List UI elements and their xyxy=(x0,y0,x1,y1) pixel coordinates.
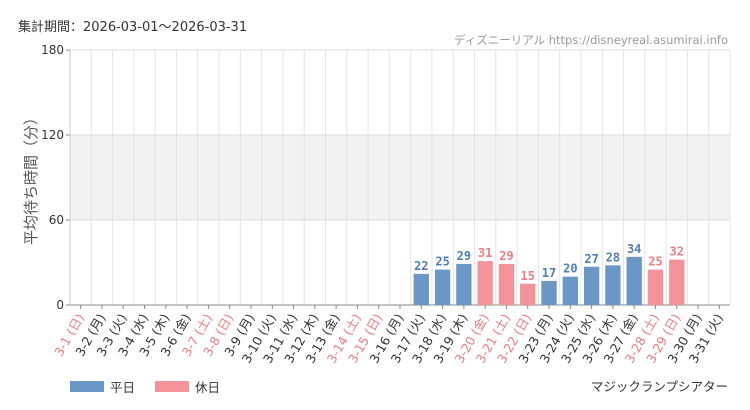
y-tick-label: 60 xyxy=(49,213,64,227)
bar-3-24 xyxy=(562,276,578,305)
bar-value-label: 29 xyxy=(457,249,471,263)
bar-3-23 xyxy=(541,280,557,305)
period-label: 集計期間：2026-03-01〜2026-03-31 xyxy=(18,20,248,35)
bar-value-label: 28 xyxy=(606,250,620,264)
bar-value-label: 22 xyxy=(414,259,428,273)
bar-3-22 xyxy=(520,283,536,305)
bar-value-label: 17 xyxy=(542,266,556,280)
bar-value-label: 34 xyxy=(627,242,641,256)
highlight-band xyxy=(70,135,730,220)
bar-3-25 xyxy=(583,266,600,305)
bar-3-27 xyxy=(626,256,642,305)
bar-value-label: 25 xyxy=(435,255,449,269)
legend-item-weekday[interactable]: 平日 xyxy=(70,377,135,396)
y-tick-label: 0 xyxy=(56,298,64,312)
bar-value-label: 31 xyxy=(478,246,492,260)
chart-legend: 平日 休日 xyxy=(70,377,220,396)
bar-value-label: 32 xyxy=(670,245,684,259)
legend-item-holiday[interactable]: 休日 xyxy=(155,377,220,396)
bar-3-26 xyxy=(605,265,621,305)
facility-name: マジックランプシアター xyxy=(590,379,728,394)
bar-3-17 xyxy=(413,273,429,305)
legend-swatch-holiday xyxy=(155,381,190,392)
bar-3-18 xyxy=(434,269,451,305)
bar-3-21 xyxy=(498,263,515,305)
legend-label-weekday: 平日 xyxy=(110,380,136,395)
bar-value-label: 15 xyxy=(521,269,535,283)
y-tick-label: 180 xyxy=(41,43,64,57)
y-tick-label: 120 xyxy=(41,128,64,142)
bar-value-label: 25 xyxy=(648,255,662,269)
legend-label-holiday: 休日 xyxy=(195,380,221,395)
bar-value-label: 20 xyxy=(563,262,577,276)
y-axis-title: 平均待ち時間（分） xyxy=(22,110,40,245)
legend-swatch-weekday xyxy=(70,381,104,392)
source-label: ディズニーリアル https://disneyreal.asumirai.inf… xyxy=(454,33,728,47)
bar-value-label: 27 xyxy=(584,252,598,266)
bar-3-20 xyxy=(477,261,493,305)
bar-3-29 xyxy=(669,259,685,305)
bar-value-label: 29 xyxy=(499,249,513,263)
bar-3-19 xyxy=(456,263,472,305)
bar-3-28 xyxy=(647,269,664,305)
